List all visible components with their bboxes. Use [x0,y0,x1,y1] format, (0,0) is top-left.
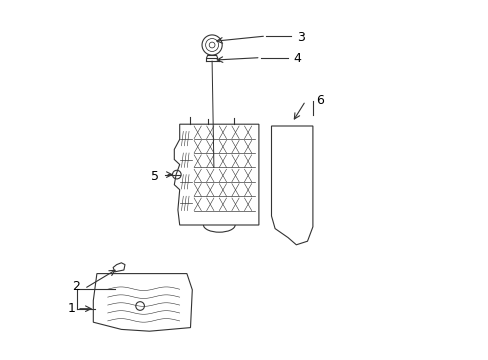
Text: 3: 3 [296,31,304,44]
Text: 2: 2 [72,280,80,293]
Text: 5: 5 [151,170,159,183]
Text: 4: 4 [292,52,300,65]
Text: 6: 6 [316,94,324,107]
Text: 1: 1 [68,302,76,315]
